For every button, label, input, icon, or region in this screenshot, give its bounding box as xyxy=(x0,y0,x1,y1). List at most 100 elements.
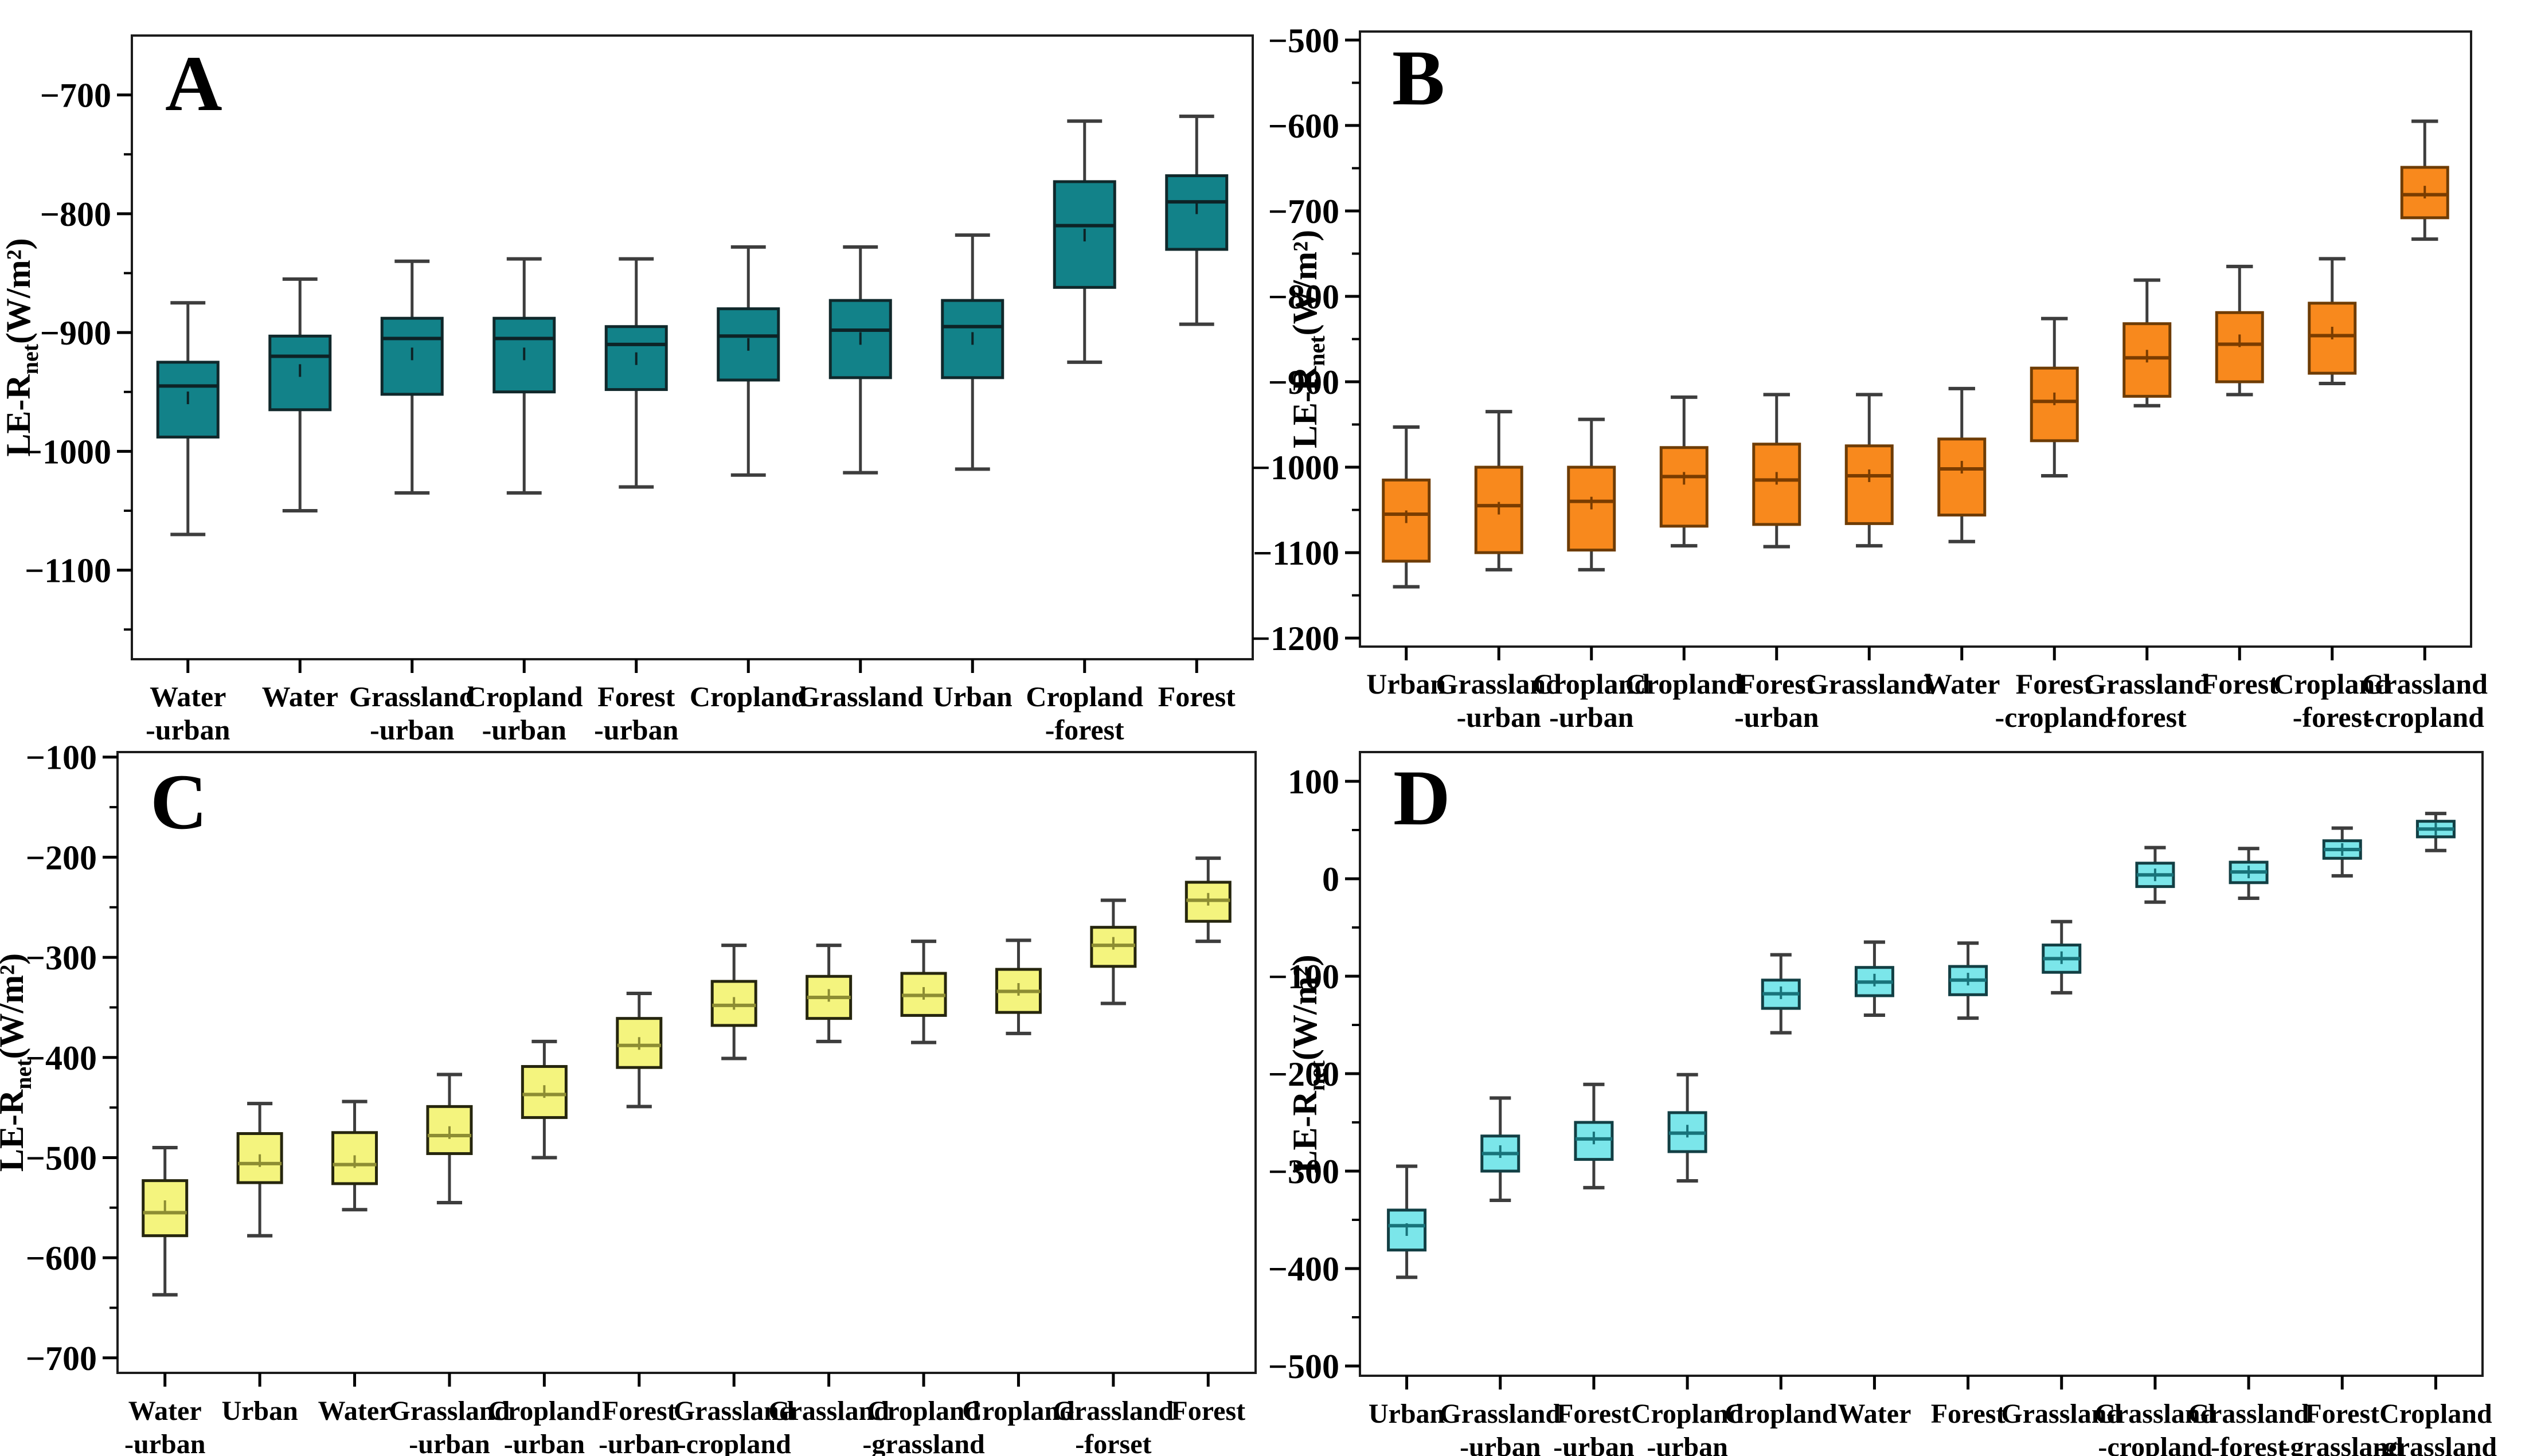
y-axis-title-prefix: LE-R xyxy=(0,374,37,457)
y-tick-label: −500 xyxy=(1268,1348,1339,1385)
box-plot-B-grassland-forest xyxy=(2122,278,2172,408)
box-iqr xyxy=(1659,446,1709,528)
box-plot-C-cropland-urban xyxy=(521,1039,568,1160)
box-plot-D-forest-grassland xyxy=(2322,826,2362,878)
y-tick-label: −1100 xyxy=(25,552,111,590)
x-category-suffix: -urban xyxy=(594,714,678,746)
box-plot-D-cropland xyxy=(1761,953,1801,1035)
y-tick-label: −800 xyxy=(1268,278,1339,316)
x-category-suffix: -urban xyxy=(1647,1432,1727,1456)
x-category-label: Water xyxy=(262,680,338,713)
box-plot-A-cropland-urban xyxy=(492,257,556,495)
box-plot-B-cropland-forest xyxy=(2308,257,2357,385)
x-category-label: Forest xyxy=(602,1396,677,1426)
y-axis-title-sub: net xyxy=(1304,335,1330,366)
box-plot-B-grassland-urban xyxy=(1474,410,1523,572)
x-category-label: Cropland xyxy=(488,1396,601,1426)
x-category-suffix: -forest xyxy=(2293,701,2372,733)
x-category-label: Cropland xyxy=(1725,1399,1838,1429)
x-category-suffix: -forest xyxy=(2211,1432,2286,1456)
y-tick-label: −700 xyxy=(1268,193,1339,230)
x-category-label: Water xyxy=(318,1396,392,1426)
x-category-label: Cropland xyxy=(2379,1399,2492,1429)
y-axis-title-prefix: LE-R xyxy=(0,1089,30,1172)
panel-letter-A: A xyxy=(165,40,222,127)
x-category-label: Cropland xyxy=(1533,668,1650,700)
x-category-suffix: -cropland xyxy=(1995,701,2114,733)
x-category-label: Grassland xyxy=(2188,1399,2309,1429)
y-axis-title-suffix: (W/m²) xyxy=(1286,230,1324,336)
box-plot-B-forest-cropland xyxy=(2030,316,2079,477)
y-axis-title-sub: net xyxy=(1304,1060,1330,1091)
x-category-suffix: -urban xyxy=(1460,1432,1541,1456)
y-tick-label: −900 xyxy=(40,314,111,352)
box-plot-A-forest-urban xyxy=(604,257,668,489)
panel-D: 100 0 −100 −200 −300 −400 −500 LE-Rnet(W/m²) D Ur… xyxy=(1268,751,2497,1456)
x-category-label: Water xyxy=(150,680,226,713)
y-axis-title: LE-Rnet(W/m²) xyxy=(0,238,43,456)
x-category-label: Grassland xyxy=(349,680,475,713)
y-tick-label: −1000 xyxy=(23,433,111,471)
y-tick-label: −1100 xyxy=(1253,534,1339,572)
box-plot-D-grassland-cropland xyxy=(2135,846,2175,904)
y-tick-label: −1000 xyxy=(1251,449,1339,487)
x-category-suffix: -urban xyxy=(1549,701,1633,733)
x-category-label: Urban xyxy=(221,1396,298,1426)
x-category-suffix: -urban xyxy=(146,714,230,746)
y-axis-title: LE-Rnet(W/m²) xyxy=(1286,954,1330,1173)
x-category-label: Grassland xyxy=(2362,668,2488,700)
box-plot-A-water-urban xyxy=(156,301,220,537)
y-tick-label: −100 xyxy=(1268,958,1339,996)
x-category-label: Cropland xyxy=(962,1396,1075,1426)
x-category-suffix: -cropland xyxy=(2366,701,2485,733)
box-iqr xyxy=(1844,444,1894,525)
y-tick-label: −800 xyxy=(40,195,111,233)
x-category-label: Grassland xyxy=(389,1396,510,1426)
x-category-label: Forest xyxy=(1738,668,1815,700)
box-plot-B-water xyxy=(1937,386,1987,543)
box-iqr xyxy=(268,334,332,412)
x-category-label: Cropland xyxy=(690,680,807,713)
x-category-label: Forest xyxy=(1557,1399,1631,1429)
x-category-label: Grassland xyxy=(1440,1399,1561,1429)
y-tick-label: 0 xyxy=(1322,860,1339,898)
x-category-label: Cropland xyxy=(466,680,583,713)
x-category-label: Cropland xyxy=(867,1396,980,1426)
box-plot-D-urban xyxy=(1387,1164,1427,1279)
y-tick-label: −200 xyxy=(1268,1055,1339,1093)
y-tick-label: −900 xyxy=(1268,363,1339,401)
y-axis-title-suffix: (W/m²) xyxy=(0,238,37,344)
box-plot-D-forest-urban xyxy=(1574,1082,1614,1189)
x-category-label: Grassland xyxy=(1053,1396,1174,1426)
y-axis-title: LE-Rnet(W/m²) xyxy=(0,953,36,1172)
panel-letter-D: D xyxy=(1393,754,1451,841)
x-category-suffix: -forset xyxy=(1075,1429,1151,1456)
x-category-suffix: -urban xyxy=(599,1429,679,1456)
box-plot-D-grassland-forest xyxy=(2229,847,2269,900)
x-category-label: Forest xyxy=(1171,1396,1245,1426)
x-category-label: Urban xyxy=(933,680,1013,713)
y-axis-title-sub: net xyxy=(17,343,43,374)
box-plot-C-grassland-forset xyxy=(1090,898,1137,1005)
x-category-label: Cropland xyxy=(2273,668,2391,700)
panel-letter-C: C xyxy=(150,758,208,846)
y-tick-label: −500 xyxy=(1268,22,1339,60)
y-tick-label: −100 xyxy=(26,739,97,777)
y-tick-label: −300 xyxy=(26,939,97,977)
box-iqr xyxy=(1937,437,1987,516)
x-category-suffix: -forest xyxy=(2108,701,2187,733)
box-plot-A-water xyxy=(268,277,332,512)
x-category-label: Water xyxy=(128,1396,202,1426)
x-category-label: Grassland xyxy=(1806,668,1932,700)
box-plot-C-grassland-cropland xyxy=(710,944,757,1060)
panel-A: −700 −800 −900 −1000 −1100 LE-Rnet(W/m²) A Wate… xyxy=(0,34,1254,746)
box-plot-C-grassland xyxy=(806,944,853,1043)
x-category-suffix: -grassland xyxy=(2281,1432,2404,1456)
x-category-label: Grassland xyxy=(2001,1399,2122,1429)
box-plot-D-cropland-urban xyxy=(1667,1073,1707,1183)
box-plot-C-forest xyxy=(1185,856,1232,944)
x-category-suffix: -urban xyxy=(504,1429,585,1456)
box-plot-C-cropland xyxy=(995,938,1042,1035)
y-tick-label: −600 xyxy=(26,1239,97,1277)
